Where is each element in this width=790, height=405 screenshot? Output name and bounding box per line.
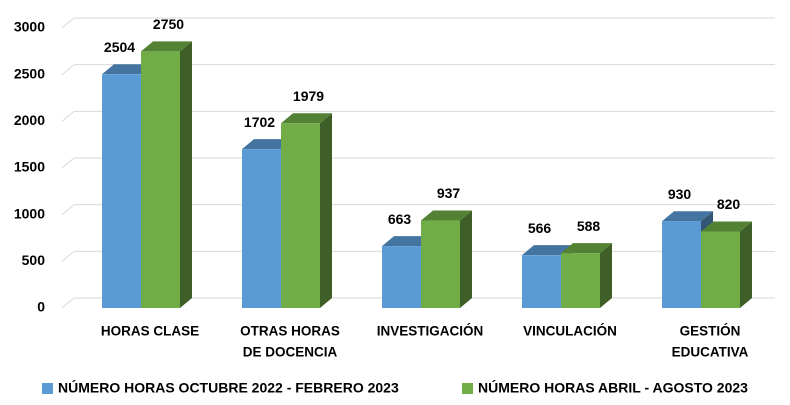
- legend-swatch: [42, 383, 53, 394]
- bar-side: [460, 210, 472, 308]
- y-tick-label: 0: [37, 299, 45, 315]
- value-label: 930: [668, 186, 692, 202]
- value-label: 937: [437, 185, 461, 201]
- bar-top: [421, 210, 472, 221]
- x-tick-label: OTRAS HORAS: [240, 324, 340, 339]
- grid-line: [61, 204, 75, 216]
- bar: [701, 231, 740, 308]
- bar-top: [141, 41, 192, 52]
- bar: [421, 220, 460, 308]
- bar: [102, 74, 141, 308]
- bar-top: [102, 64, 153, 75]
- bar: [662, 221, 701, 308]
- bar: [141, 51, 180, 308]
- y-tick-label: 2500: [14, 65, 45, 81]
- bar-top: [522, 245, 573, 256]
- bar-top: [242, 139, 293, 150]
- bar-top: [701, 221, 752, 232]
- grid-line: [61, 250, 75, 262]
- value-label: 1702: [244, 114, 275, 130]
- bar-top: [281, 113, 332, 124]
- x-tick-label: DE DOCENCIA: [243, 345, 338, 360]
- bar-side: [740, 221, 752, 308]
- bar-side: [320, 113, 332, 308]
- legend-label: NÚMERO HORAS OCTUBRE 2022 - FEBRERO 2023: [58, 379, 399, 396]
- y-tick-label: 1500: [14, 159, 45, 175]
- legend-label: NÚMERO HORAS ABRIL - AGOSTO 2023: [478, 379, 748, 396]
- grid-line: [61, 17, 75, 29]
- bar: [561, 253, 600, 308]
- y-tick-label: 3000: [14, 19, 45, 35]
- bar-top: [662, 211, 713, 222]
- y-tick-label: 500: [22, 252, 46, 268]
- value-label: 663: [388, 211, 412, 227]
- grid-line: [61, 297, 75, 309]
- bar: [522, 255, 561, 308]
- bar-top: [561, 243, 612, 254]
- bar-top: [382, 236, 433, 247]
- value-label: 588: [577, 218, 601, 234]
- legend-swatch: [462, 383, 473, 394]
- bar: [382, 246, 421, 308]
- x-tick-label: EDUCATIVA: [672, 345, 749, 360]
- bar: [281, 123, 320, 308]
- y-tick-label: 1000: [14, 205, 45, 221]
- value-label: 820: [717, 196, 741, 212]
- grid-line: [61, 110, 75, 122]
- value-label: 2504: [104, 39, 135, 55]
- value-label: 1979: [293, 88, 324, 104]
- x-tick-label: GESTIÓN: [680, 324, 741, 339]
- value-label: 2750: [153, 16, 184, 32]
- x-tick-label: HORAS CLASE: [101, 324, 199, 339]
- x-tick-label: INVESTIGACIÓN: [377, 324, 484, 339]
- bar-side: [180, 41, 192, 308]
- grid-line: [61, 157, 75, 169]
- bar: [242, 149, 281, 308]
- grid-line: [61, 64, 75, 76]
- value-label: 566: [528, 220, 552, 236]
- bar-side: [600, 243, 612, 308]
- x-tick-label: VINCULACIÓN: [523, 324, 617, 339]
- y-tick-label: 2000: [14, 112, 45, 128]
